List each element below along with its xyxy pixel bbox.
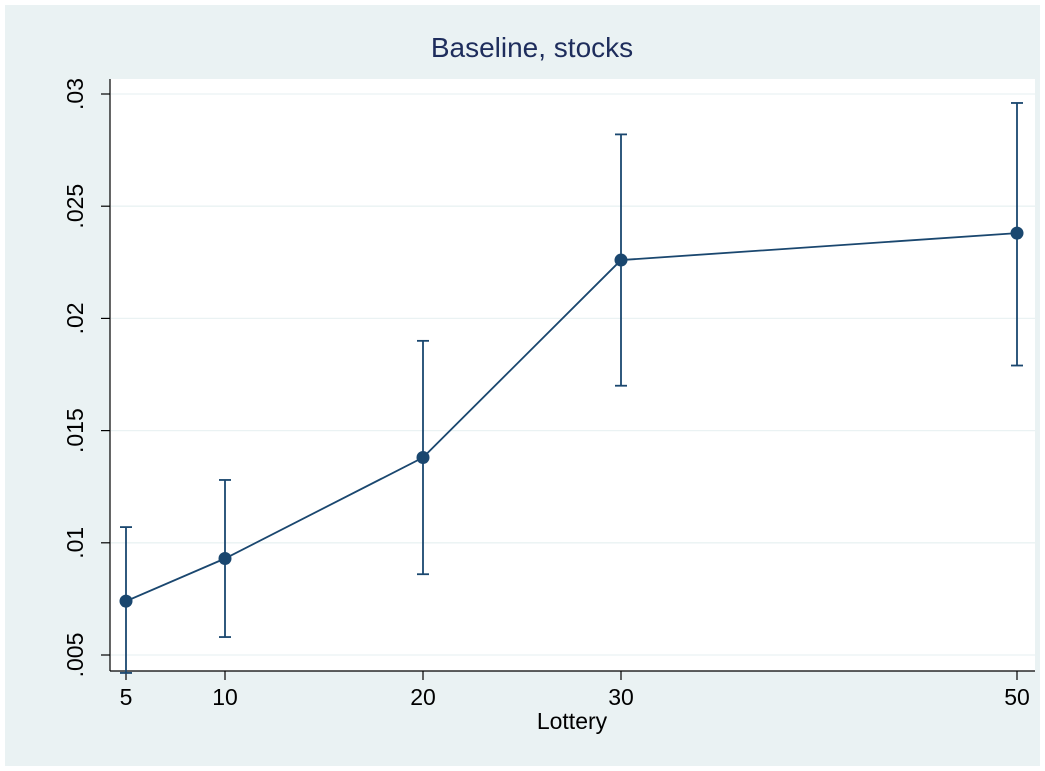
plot-area <box>110 79 1035 671</box>
x-axis-title: Lottery <box>537 708 608 734</box>
y-tick-label: .015 <box>62 408 88 453</box>
data-point <box>416 451 430 465</box>
x-tick-label: 50 <box>1004 684 1030 710</box>
chart-title: Baseline, stocks <box>431 32 633 63</box>
data-point <box>614 253 628 267</box>
data-point <box>119 594 133 608</box>
data-points <box>119 226 1024 608</box>
x-tick-label: 10 <box>212 684 238 710</box>
x-tick-label: 5 <box>120 684 133 710</box>
y-tick-label: .005 <box>62 633 88 678</box>
y-tick-label: .03 <box>62 78 88 110</box>
data-point <box>1010 226 1024 240</box>
x-tick-label: 30 <box>608 684 634 710</box>
grid-lines <box>111 93 1035 656</box>
x-ticks: 5 10 20 30 50 <box>120 671 1030 710</box>
y-tick-label: .01 <box>62 527 88 559</box>
y-tick-label: .025 <box>62 184 88 229</box>
y-ticks: .005 .01 .015 .02 .025 .03 <box>62 78 110 677</box>
data-point <box>218 552 232 566</box>
x-tick-label: 20 <box>410 684 436 710</box>
y-tick-label: .02 <box>62 302 88 334</box>
